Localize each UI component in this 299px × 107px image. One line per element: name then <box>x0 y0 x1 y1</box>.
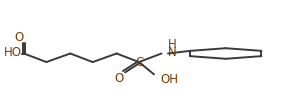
Text: H: H <box>168 38 177 51</box>
Text: O: O <box>115 72 123 85</box>
Text: N: N <box>168 46 177 59</box>
Text: OH: OH <box>161 73 179 86</box>
Text: C: C <box>136 56 144 69</box>
Text: HO: HO <box>4 46 22 59</box>
Text: O: O <box>15 31 24 45</box>
